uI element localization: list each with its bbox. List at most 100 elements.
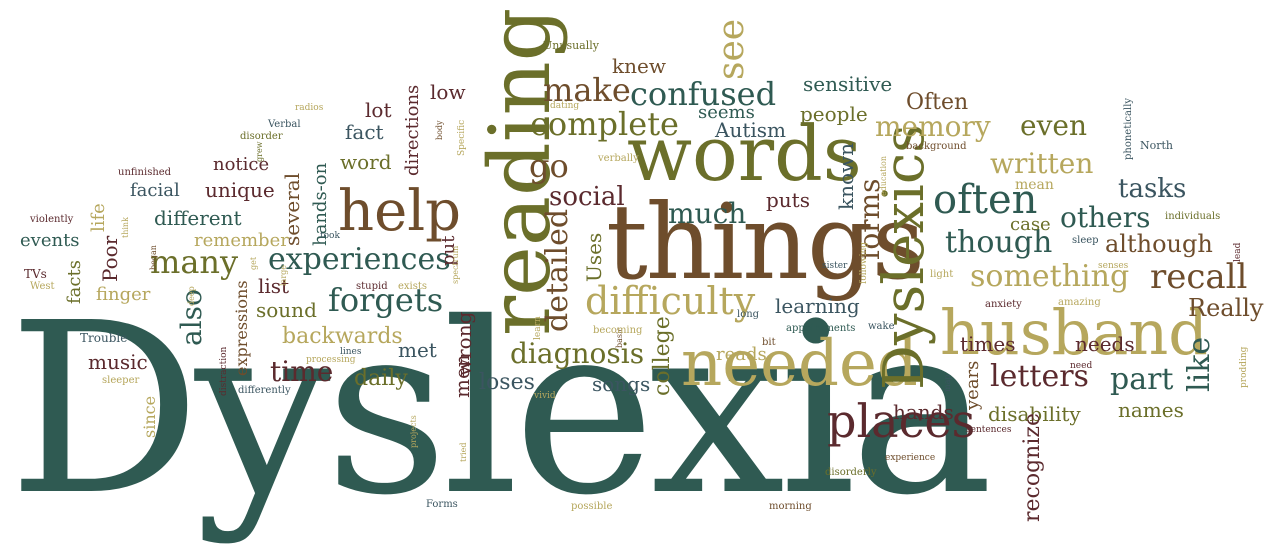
cloud-word: lot (365, 98, 392, 122)
cloud-word: experiences (268, 242, 451, 277)
cloud-word: unique (205, 178, 275, 202)
cloud-word: since (140, 395, 159, 438)
cloud-word: violently (30, 214, 74, 225)
cloud-word: sensitive (803, 72, 893, 96)
cloud-word-dyslexia: Dyslexia (8, 272, 993, 547)
cloud-word: projects (409, 415, 418, 448)
cloud-word: map (943, 374, 952, 392)
cloud-word: education (879, 156, 888, 196)
cloud-word: tasks (1118, 174, 1187, 204)
cloud-word: difficulty (585, 279, 756, 323)
cloud-word: low (430, 80, 466, 104)
cloud-word: amazing (1058, 297, 1101, 308)
cloud-word: met (398, 338, 437, 362)
cloud-word: background (906, 141, 967, 152)
cloud-word: grew (255, 141, 264, 162)
cloud-word: West (30, 281, 55, 292)
cloud-word: verbally (598, 153, 639, 164)
cloud-word: mean (1015, 177, 1054, 193)
cloud-word: seems (698, 102, 755, 123)
cloud-word: Often (906, 90, 969, 115)
cloud-word: disorderly (825, 467, 877, 478)
cloud-word: confused (630, 75, 777, 113)
cloud-word: people (800, 102, 868, 126)
cloud-word: Verbal (268, 119, 301, 130)
cloud-word: sentences (966, 425, 1012, 435)
cloud-word: need (1070, 361, 1093, 371)
cloud-word: needed (681, 327, 918, 401)
cloud-word: long (737, 309, 760, 320)
cloud-word: exists (398, 281, 428, 292)
cloud-word: spectrum (451, 245, 460, 284)
cloud-word: prodding (1239, 346, 1249, 388)
cloud-word: time (270, 355, 334, 388)
cloud-word: experience (885, 453, 936, 463)
cloud-word: fact (345, 120, 384, 144)
cloud-word: Autism (715, 118, 786, 142)
cloud-word: notice (213, 154, 270, 175)
cloud-word: think (121, 217, 130, 238)
cloud-word: following (859, 241, 869, 284)
cloud-word: remember (194, 230, 289, 251)
cloud-word: diagnosis (510, 337, 645, 370)
cloud-word: puts (766, 188, 810, 212)
cloud-word: husband (940, 296, 1208, 369)
cloud-word: individuals (1165, 211, 1221, 222)
cloud-word: Uses (582, 232, 606, 282)
cloud-word: words (627, 109, 862, 198)
cloud-word: deep (187, 286, 196, 306)
cloud-word: complete (530, 105, 679, 143)
cloud-word: light (930, 269, 954, 280)
cloud-word: although (1105, 230, 1213, 258)
cloud-word: becoming (593, 325, 643, 336)
cloud-word: detailed (540, 208, 575, 332)
cloud-word: vivid (534, 391, 556, 401)
cloud-word: written (990, 147, 1094, 180)
cloud-word: appointments (786, 323, 856, 334)
cloud-word: years (962, 360, 983, 410)
cloud-word: memory (875, 110, 991, 143)
cloud-word: dating (550, 101, 580, 111)
cloud-word: loses (479, 370, 535, 395)
cloud-word: unfinished (118, 167, 172, 178)
cloud-word: stupid (356, 281, 388, 292)
cloud-word: Poor (98, 235, 122, 282)
cloud-word: needs (1075, 332, 1135, 356)
cloud-word: sound (256, 298, 317, 322)
cloud-word: daily (354, 366, 408, 391)
cloud-word: body (435, 120, 444, 140)
cloud-word: disorder (240, 131, 283, 142)
cloud-word: learning (775, 294, 860, 318)
cloud-word: distraction (219, 346, 229, 396)
cloud-word: learn (533, 316, 543, 340)
cloud-word: lead (1233, 242, 1243, 262)
cloud-word: backwards (282, 324, 403, 349)
cloud-word: wake (868, 321, 895, 332)
cloud-word: wrong (452, 311, 476, 376)
cloud-word: radios (295, 103, 324, 113)
cloud-word: recall (1150, 257, 1248, 297)
cloud-word: often (933, 177, 1038, 223)
cloud-word: Really (1188, 294, 1264, 322)
cloud-word: took (320, 231, 340, 241)
cloud-word: reads (716, 344, 767, 365)
cloud-word: phonetically (1123, 97, 1134, 160)
cloud-word: make (543, 71, 631, 109)
cloud-word: different (154, 206, 242, 230)
cloud-word: word (340, 150, 392, 174)
cloud-word: others (1060, 201, 1151, 234)
cloud-word: Specific (457, 119, 467, 156)
cloud-word: music (88, 350, 148, 374)
cloud-word: much (668, 197, 747, 230)
cloud-word: go (529, 147, 569, 185)
cloud-word: finger (96, 284, 151, 305)
cloud-word: times (960, 332, 1016, 356)
cloud-word: places (827, 394, 976, 448)
cloud-word: began (149, 245, 158, 270)
cloud-word: like (1182, 336, 1217, 392)
cloud-word: hands (893, 400, 954, 424)
cloud-word: disability (988, 402, 1081, 426)
cloud-word: help (338, 179, 461, 244)
cloud-word: names (1118, 398, 1184, 422)
